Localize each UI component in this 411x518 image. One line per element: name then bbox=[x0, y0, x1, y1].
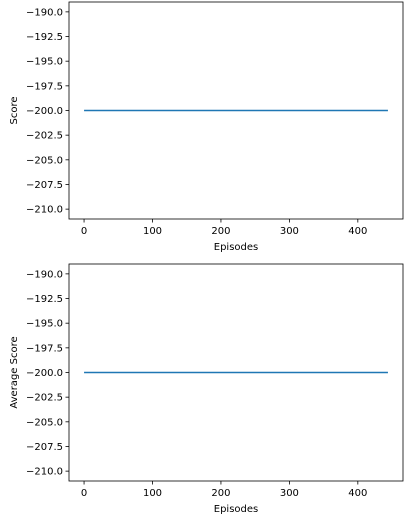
x-tick-label: 100 bbox=[143, 226, 162, 237]
y-tick-label: −200.0 bbox=[26, 106, 63, 117]
x-tick-label: 400 bbox=[348, 226, 367, 237]
y-tick-label: −202.5 bbox=[26, 131, 63, 142]
chart-panel-2: 0 100 200 300 400 −190.0 −192.5 −195.0 −197.5 −20… bbox=[9, 263, 404, 515]
y-tick-label: −192.5 bbox=[26, 294, 63, 305]
chart-panel-1: 0 100 200 300 400 −190.0 −192.5 −195.0 −197.5 −20… bbox=[9, 1, 404, 253]
x-tick-label: 100 bbox=[143, 488, 162, 499]
y-tick-label: −210.0 bbox=[26, 467, 63, 478]
y-tick-label: −190.0 bbox=[26, 7, 63, 18]
y-tick-label: −207.5 bbox=[26, 442, 63, 453]
x-tick-label: 300 bbox=[280, 488, 299, 499]
y-tick-label: −192.5 bbox=[26, 32, 63, 43]
y-tick-label: −190.0 bbox=[26, 269, 63, 280]
y-tick-label: −195.0 bbox=[26, 57, 63, 68]
x-tick-label: 0 bbox=[81, 488, 87, 499]
y-tick-label: −210.0 bbox=[26, 205, 63, 216]
y-axis-label: Score bbox=[9, 96, 20, 124]
y-tick-label: −197.5 bbox=[26, 81, 63, 92]
y-axis-label: Average Score bbox=[9, 336, 20, 408]
x-tick-label: 200 bbox=[211, 488, 230, 499]
x-tick-label: 400 bbox=[348, 488, 367, 499]
x-tick-label: 200 bbox=[211, 226, 230, 237]
y-tick-label: −195.0 bbox=[26, 319, 63, 330]
y-tick-label: −200.0 bbox=[26, 368, 63, 379]
x-axis-label: Episodes bbox=[214, 242, 258, 253]
y-tick-label: −197.5 bbox=[26, 343, 63, 354]
y-tick-label: −205.0 bbox=[26, 155, 63, 166]
y-tick-label: −205.0 bbox=[26, 417, 63, 428]
y-tick-label: −202.5 bbox=[26, 393, 63, 404]
x-tick-label: 300 bbox=[280, 226, 299, 237]
y-tick-label: −207.5 bbox=[26, 180, 63, 191]
x-axis-label: Episodes bbox=[214, 504, 258, 515]
x-tick-label: 0 bbox=[81, 226, 87, 237]
